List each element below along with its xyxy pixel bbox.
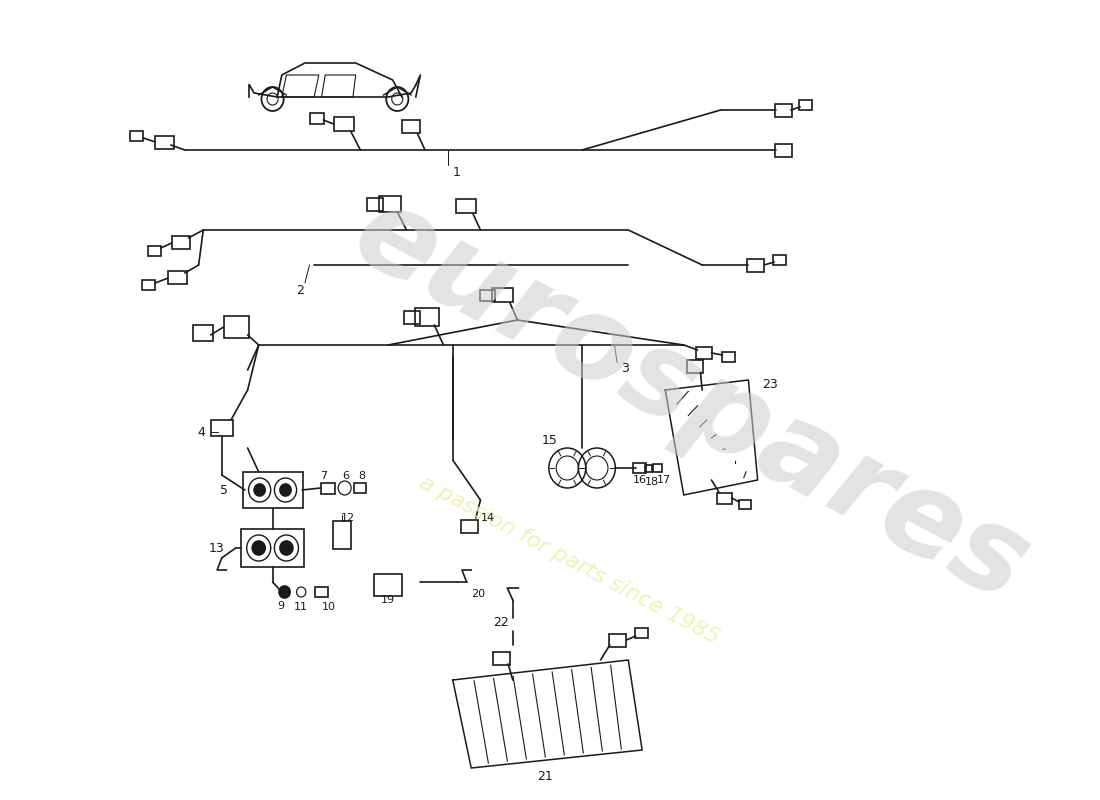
Bar xyxy=(415,308,439,326)
Circle shape xyxy=(279,586,290,598)
Text: 23: 23 xyxy=(762,378,778,391)
Bar xyxy=(773,255,786,265)
Bar xyxy=(635,628,648,638)
Bar xyxy=(211,420,233,436)
Text: 6: 6 xyxy=(342,471,349,481)
Text: 1: 1 xyxy=(453,166,461,178)
Text: 4: 4 xyxy=(197,426,205,438)
Text: 10: 10 xyxy=(322,602,335,612)
Text: 5: 5 xyxy=(220,483,228,497)
Bar xyxy=(739,499,750,509)
Bar xyxy=(333,117,354,131)
Bar xyxy=(404,310,420,323)
Bar xyxy=(320,482,336,494)
Text: 18: 18 xyxy=(646,477,659,487)
Bar xyxy=(776,103,792,117)
Bar xyxy=(147,246,161,256)
Text: 13: 13 xyxy=(209,542,224,554)
Text: 21: 21 xyxy=(537,770,553,782)
Text: 11: 11 xyxy=(294,602,308,612)
Text: 14: 14 xyxy=(481,513,495,523)
Bar xyxy=(645,465,652,471)
Bar xyxy=(455,199,476,213)
Text: 2: 2 xyxy=(296,283,305,297)
Text: 19: 19 xyxy=(381,595,395,605)
Text: 12: 12 xyxy=(340,513,354,523)
Bar xyxy=(366,198,384,210)
Bar xyxy=(776,143,792,157)
Bar xyxy=(155,135,174,149)
Bar xyxy=(686,359,703,373)
Bar xyxy=(242,472,302,508)
Text: 17: 17 xyxy=(657,475,671,485)
Text: a passion for parts since 1985: a passion for parts since 1985 xyxy=(416,472,723,648)
Bar xyxy=(800,100,812,110)
Bar xyxy=(494,651,510,665)
Bar xyxy=(142,280,155,290)
Circle shape xyxy=(280,541,293,555)
Bar xyxy=(695,347,713,359)
Bar xyxy=(722,352,735,362)
Bar xyxy=(332,521,351,549)
Bar xyxy=(653,464,662,472)
Bar xyxy=(223,316,250,338)
Text: 16: 16 xyxy=(632,475,647,485)
Text: 3: 3 xyxy=(620,362,629,374)
Bar xyxy=(168,270,187,283)
Text: 22: 22 xyxy=(493,615,508,629)
Circle shape xyxy=(280,484,292,496)
Text: 9: 9 xyxy=(277,601,285,611)
Bar xyxy=(632,463,646,473)
Bar xyxy=(378,196,402,212)
Bar xyxy=(194,325,213,341)
Bar xyxy=(461,519,477,533)
Text: 15: 15 xyxy=(542,434,558,446)
Bar xyxy=(315,587,328,597)
Bar xyxy=(609,634,626,646)
Circle shape xyxy=(254,484,265,496)
Bar xyxy=(241,529,304,567)
Bar xyxy=(481,290,495,301)
Bar xyxy=(402,119,420,133)
Bar xyxy=(748,258,764,271)
Bar xyxy=(309,113,324,123)
Text: 7: 7 xyxy=(320,471,327,481)
Bar xyxy=(172,235,190,249)
Bar xyxy=(354,483,366,493)
Bar xyxy=(493,288,513,302)
Bar xyxy=(130,131,143,141)
Text: 20: 20 xyxy=(471,589,485,599)
Bar xyxy=(717,493,732,503)
Text: eurospares: eurospares xyxy=(334,174,1047,626)
Text: 8: 8 xyxy=(359,471,366,481)
Circle shape xyxy=(252,541,265,555)
Bar xyxy=(374,574,401,596)
